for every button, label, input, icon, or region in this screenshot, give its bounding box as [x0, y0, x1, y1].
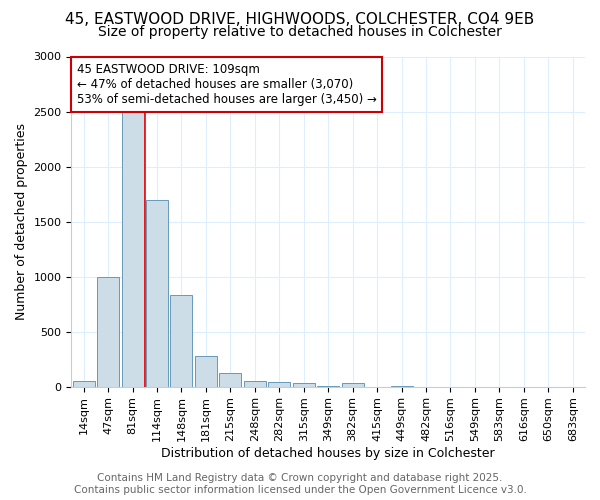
Bar	[73, 381, 95, 386]
Bar	[220, 374, 241, 386]
Text: Contains HM Land Registry data © Crown copyright and database right 2025.
Contai: Contains HM Land Registry data © Crown c…	[74, 474, 526, 495]
Bar	[195, 356, 217, 386]
Bar	[122, 112, 143, 386]
Bar	[293, 384, 315, 386]
Text: 45, EASTWOOD DRIVE, HIGHWOODS, COLCHESTER, CO4 9EB: 45, EASTWOOD DRIVE, HIGHWOODS, COLCHESTE…	[65, 12, 535, 28]
Bar	[268, 382, 290, 386]
Bar	[97, 276, 119, 386]
Y-axis label: Number of detached properties: Number of detached properties	[15, 123, 28, 320]
Bar	[146, 200, 168, 386]
Bar	[244, 380, 266, 386]
Text: Size of property relative to detached houses in Colchester: Size of property relative to detached ho…	[98, 25, 502, 39]
Bar	[341, 384, 364, 386]
Bar	[170, 296, 193, 386]
X-axis label: Distribution of detached houses by size in Colchester: Distribution of detached houses by size …	[161, 447, 495, 460]
Text: 45 EASTWOOD DRIVE: 109sqm
← 47% of detached houses are smaller (3,070)
53% of se: 45 EASTWOOD DRIVE: 109sqm ← 47% of detac…	[77, 63, 376, 106]
